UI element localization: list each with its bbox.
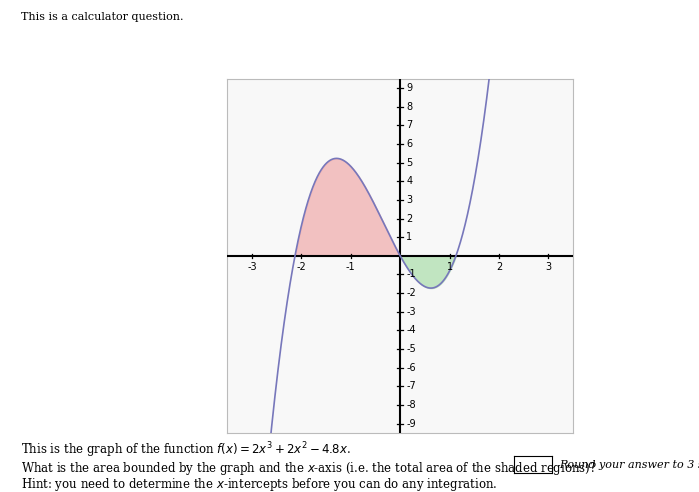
Text: 6: 6 <box>406 139 412 149</box>
Text: 1: 1 <box>406 232 412 242</box>
Text: 1: 1 <box>447 262 453 273</box>
Text: -5: -5 <box>406 344 416 354</box>
Text: -1: -1 <box>346 262 356 273</box>
Text: 4: 4 <box>406 176 412 186</box>
Text: This is the graph of the function $f(x) = 2x^3 + 2x^2 - 4.8x$.: This is the graph of the function $f(x) … <box>21 440 351 460</box>
Text: -3: -3 <box>406 307 416 317</box>
Text: -6: -6 <box>406 363 416 373</box>
Text: 2: 2 <box>406 214 412 223</box>
Text: 3: 3 <box>545 262 552 273</box>
Text: 3: 3 <box>406 195 412 205</box>
Text: This is a calculator question.: This is a calculator question. <box>21 12 183 22</box>
Text: 7: 7 <box>406 121 412 130</box>
Text: -4: -4 <box>406 325 416 336</box>
Text: -2: -2 <box>406 288 416 298</box>
Text: -7: -7 <box>406 381 416 391</box>
Text: 9: 9 <box>406 83 412 93</box>
Text: 5: 5 <box>406 157 412 168</box>
Text: Hint: you need to determine the $x$-intercepts before you can do any integration: Hint: you need to determine the $x$-inte… <box>21 476 498 492</box>
Text: -9: -9 <box>406 419 416 429</box>
Text: What is the area bounded by the graph and the $x$-axis (i.e. the total area of t: What is the area bounded by the graph an… <box>21 460 597 477</box>
Text: 8: 8 <box>406 102 412 112</box>
Text: 2: 2 <box>496 262 502 273</box>
Text: Round your answer to 3 significant figures.: Round your answer to 3 significant figur… <box>559 460 699 470</box>
Text: -2: -2 <box>296 262 306 273</box>
Text: -1: -1 <box>406 270 416 279</box>
Text: -3: -3 <box>247 262 257 273</box>
Text: -8: -8 <box>406 400 416 410</box>
